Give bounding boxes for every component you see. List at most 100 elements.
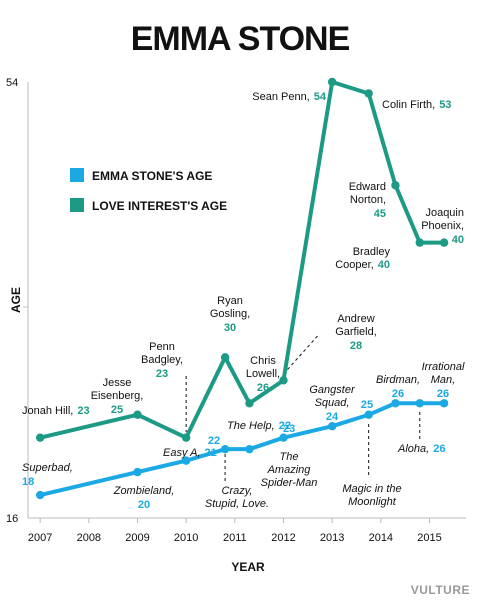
- axes: 54 16 2007 2008 2009 2010 2011 2012 2013 2014 2015: [6, 77, 466, 544]
- annotation-text: Colin Firth, 53: [382, 99, 451, 111]
- annotation-text: Sean Penn, 54: [252, 91, 327, 103]
- annotation-age: 40: [452, 234, 464, 246]
- annotation-emma: Magic in the Moonlight: [342, 483, 401, 508]
- annotation-age: 25: [361, 399, 373, 411]
- annotation-name: Gangster: [309, 384, 356, 396]
- x-tick-label: 2011: [223, 532, 247, 544]
- love-data-point: [279, 376, 288, 385]
- emma-data-point: [439, 399, 449, 408]
- annotation-emma: Aloha, 26: [397, 443, 445, 455]
- love-legend-swatch: [70, 198, 84, 212]
- source-credit: VULTURE: [411, 583, 470, 597]
- love-data-point: [181, 433, 191, 442]
- annotation-emma: Superbad, 18: [22, 462, 73, 488]
- annotation-age: 23: [283, 423, 295, 435]
- emma-legend-swatch: [70, 168, 84, 182]
- annotation-text: 25: [361, 399, 373, 411]
- y-tick-label: 16: [6, 513, 18, 525]
- annotation-emma: 22: [208, 435, 220, 447]
- annotation-text: Joaquin Phoenix, 40: [421, 207, 464, 246]
- annotation-text: Irrational Man, 26: [422, 361, 465, 400]
- annotation-name: Crazy,: [222, 485, 253, 497]
- annotation-age: 23: [156, 368, 168, 380]
- y-tick-label: 54: [6, 77, 18, 89]
- annotation-name: Garfield,: [335, 326, 377, 338]
- emma-data-point: [220, 444, 230, 454]
- annotation-age: 21: [205, 447, 217, 459]
- annotation-love: Edward Norton, 45: [349, 181, 386, 220]
- annotation-age: 30: [224, 322, 236, 334]
- annotation-name: Penn: [149, 341, 175, 353]
- annotation-age: 28: [350, 340, 362, 352]
- annotation-name: Aloha,: [397, 443, 429, 455]
- annotation-name: Squad,: [315, 397, 350, 409]
- annotation-name: Stupid, Love.: [205, 498, 269, 510]
- annotation-love: Andrew Garfield, 28: [335, 313, 377, 352]
- annotation-text: Easy A, 21: [163, 447, 217, 459]
- x-tick-label: 2013: [320, 532, 344, 544]
- annotation-name: Bradley: [353, 246, 391, 258]
- annotation-love: Chris Lowell, 26: [246, 355, 280, 394]
- annotation-age: 53: [439, 99, 451, 111]
- love-data-point: [439, 238, 449, 247]
- annotation-leader-lines: [185, 335, 421, 484]
- annotation-name: Colin Firth,: [382, 99, 435, 111]
- emma-legend-label: EMMA STONE'S AGE: [92, 169, 212, 183]
- annotation-age: 45: [374, 208, 386, 220]
- annotation-love: Jesse Eisenberg, 25: [91, 377, 144, 416]
- x-axis-label: YEAR: [231, 560, 265, 574]
- annotation-name: Jesse: [103, 377, 132, 389]
- annotation-emma: The Amazing Spider-Man: [261, 451, 318, 489]
- annotation-age: 26: [257, 382, 269, 394]
- annotation-age: 54: [314, 91, 327, 103]
- annotation-age: 26: [392, 388, 404, 400]
- annotation-text: Superbad, 18: [22, 462, 73, 488]
- annotation-name: Jonah Hill,: [22, 405, 73, 417]
- annotation-layer: Jonah Hill, 23 Jesse Eisenberg, 25 Penn Badgle…: [22, 91, 465, 511]
- legend: EMMA STONE'S AGE LOVE INTEREST'S AGE: [70, 168, 227, 213]
- series-layer: [35, 77, 449, 500]
- emma-data-point: [364, 410, 373, 419]
- x-tick-label: 2007: [28, 532, 52, 544]
- annotation-name: Sean Penn,: [252, 91, 310, 103]
- annotation-age: 18: [22, 476, 34, 488]
- annotation-name: Joaquin: [425, 207, 464, 219]
- annotation-name: Eisenberg,: [91, 390, 144, 402]
- annotation-name: Gosling,: [210, 308, 250, 320]
- annotation-name: Man,: [431, 374, 455, 386]
- annotation-text: Jonah Hill, 23: [22, 405, 90, 417]
- annotation-name: Moonlight: [348, 496, 397, 508]
- annotation-age: 24: [326, 411, 339, 423]
- love-data-point: [364, 89, 373, 98]
- x-tick-label: 2008: [77, 532, 101, 544]
- emma-data-point: [35, 490, 45, 500]
- annotation-emma: Irrational Man, 26: [422, 361, 465, 400]
- emma-series-line: [38, 401, 447, 498]
- emma-data-point: [133, 467, 142, 477]
- annotation-age: 23: [77, 405, 89, 417]
- love-data-point: [415, 238, 424, 247]
- leader-line: [283, 335, 318, 375]
- annotation-name: Spider-Man: [261, 477, 318, 489]
- annotation-name: Phoenix,: [421, 220, 464, 232]
- annotation-name: Edward: [349, 181, 386, 193]
- annotation-name: Easy A,: [163, 447, 201, 459]
- annotation-text: Edward Norton, 45: [349, 181, 386, 220]
- emma-data-point: [391, 399, 400, 408]
- annotation-text: Ryan Gosling, 30: [210, 295, 250, 334]
- annotation-age: 20: [138, 499, 150, 511]
- annotation-emma: Birdman, 26: [376, 374, 420, 400]
- love-data-point: [245, 399, 254, 408]
- annotation-emma: Easy A, 21: [163, 447, 217, 459]
- x-tick-label: 2014: [369, 532, 393, 544]
- x-tick-label: 2010: [174, 532, 198, 544]
- annotation-text: Birdman, 26: [376, 374, 420, 400]
- annotation-text: Crazy, Stupid, Love.: [205, 485, 269, 510]
- annotation-name: Lowell,: [246, 368, 280, 380]
- annotation-name: Cooper,: [335, 259, 374, 271]
- emma-data-point: [415, 399, 424, 408]
- annotation-text: Aloha, 26: [397, 443, 445, 455]
- annotation-name: Badgley,: [141, 354, 183, 366]
- annotation-text: Zombieland, 20: [113, 485, 175, 511]
